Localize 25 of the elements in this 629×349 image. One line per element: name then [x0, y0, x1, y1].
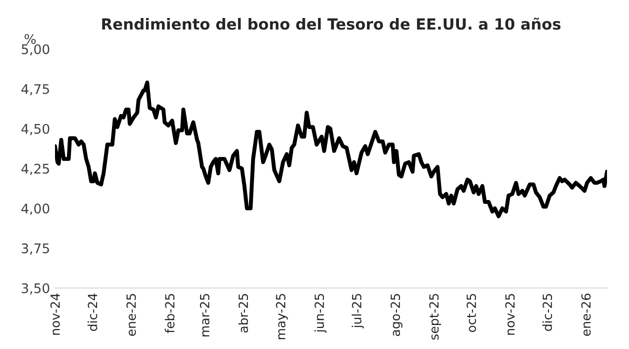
x-tick-label: abr-25	[238, 294, 248, 332]
x-tick-label: ene-25	[126, 294, 136, 336]
x-tick-label: jun-25	[314, 294, 326, 333]
y-tick-label: 4,50	[21, 124, 50, 136]
x-tick-label: may-25	[276, 294, 288, 340]
line-series	[55, 80, 607, 218]
y-tick-label: 3,75	[22, 243, 49, 255]
y-tick-label: 4,00	[21, 204, 50, 215]
x-tick-label: dic-25	[542, 294, 552, 331]
x-tick-label: jul-25	[352, 294, 364, 328]
x-tick-label: oct-25	[466, 294, 476, 332]
y-tick-label: 4,25	[21, 164, 49, 176]
chart-title: Rendimiento del bono del Tesoro de EE.UU. a 10 años	[102, 18, 560, 30]
x-tick-label: ene-26	[581, 294, 591, 336]
x-tick-label: sept-25	[429, 294, 442, 340]
y-tick-label: 4,75	[21, 84, 49, 96]
x-tick-label: dic-24	[88, 294, 98, 331]
y-tick-label: 3,50	[22, 283, 50, 295]
x-tick-label: ago-25	[390, 294, 402, 336]
x-tick-label: mar-25	[200, 294, 210, 336]
x-tick-label: nov-24	[50, 294, 60, 335]
x-tick-label: feb-25	[164, 294, 175, 334]
y-axis-title: %	[24, 34, 36, 44]
y-tick-label: 5,00	[22, 44, 50, 56]
x-tick-label: nov-25	[505, 294, 515, 335]
